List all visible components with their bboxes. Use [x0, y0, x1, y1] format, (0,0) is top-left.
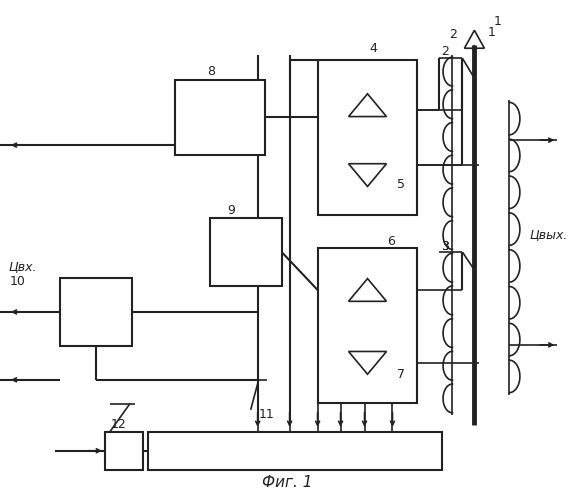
Text: 6: 6 [388, 235, 395, 248]
Text: 9: 9 [228, 204, 235, 217]
Bar [175, 80, 265, 155]
Text: 1: 1 [488, 26, 495, 40]
Text: 4: 4 [369, 42, 377, 56]
Text: Фиг. 1: Фиг. 1 [263, 475, 313, 490]
Bar [148, 432, 443, 470]
Bar [209, 218, 282, 286]
Text: 12: 12 [111, 418, 126, 431]
Text: Цвх.: Цвх. [8, 260, 36, 273]
Bar [105, 432, 143, 470]
Text: 2: 2 [441, 46, 449, 59]
Bar [317, 60, 418, 215]
Text: 2: 2 [449, 28, 458, 42]
Text: 10: 10 [10, 275, 26, 288]
Bar [60, 278, 132, 346]
Text: Цвых.: Цвых. [529, 228, 568, 241]
Text: 3: 3 [441, 240, 449, 253]
Text: 1: 1 [493, 16, 501, 28]
Text: 7: 7 [398, 368, 406, 381]
Text: 8: 8 [207, 65, 215, 78]
Bar [317, 248, 418, 403]
Text: 5: 5 [398, 178, 406, 191]
Text: 3: 3 [441, 240, 449, 253]
Text: 11: 11 [258, 408, 275, 421]
